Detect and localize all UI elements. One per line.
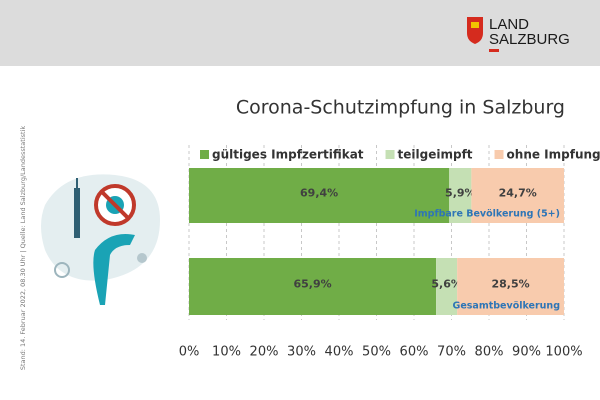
x-tick-label: 90% bbox=[512, 345, 541, 360]
bar-segment bbox=[449, 168, 472, 223]
legend-label: ohne Impfung bbox=[507, 148, 600, 162]
source-note: Stand: 14. Februar 2022, 08.30 Uhr | Que… bbox=[19, 126, 27, 371]
hand bbox=[93, 234, 135, 305]
bar-segment bbox=[189, 258, 437, 315]
bar-segment bbox=[189, 168, 450, 223]
legend-swatch bbox=[200, 150, 209, 159]
data-label: 28,5% bbox=[491, 278, 529, 291]
bar-segment bbox=[457, 258, 564, 315]
x-tick-label: 40% bbox=[325, 345, 354, 360]
virus-small bbox=[54, 262, 70, 278]
bar-segment bbox=[436, 258, 458, 315]
category-label: Gesamtbevölkerung bbox=[453, 301, 560, 312]
logo: LAND SALZBURG bbox=[467, 16, 570, 52]
forbidden-slash bbox=[99, 189, 131, 221]
x-tick-label: 70% bbox=[437, 345, 466, 360]
logo-text: LAND bbox=[489, 16, 529, 33]
x-tick-label: 10% bbox=[212, 345, 241, 360]
data-label: 24,7% bbox=[499, 187, 537, 200]
legend-label: teilgeimpft bbox=[398, 148, 473, 162]
logo-text: SALZBURG bbox=[489, 31, 570, 48]
data-label: 5,9% bbox=[445, 187, 476, 200]
legend-swatch bbox=[385, 150, 395, 159]
chart-title: Corona-Schutzimpfung in Salzburg bbox=[236, 97, 565, 119]
x-tick-label: 100% bbox=[545, 345, 582, 360]
legend-label: gültiges Impfzertifikat bbox=[212, 148, 364, 162]
legend-swatch bbox=[494, 150, 504, 159]
header-band bbox=[0, 0, 600, 66]
x-tick-label: 0% bbox=[179, 345, 200, 360]
data-label: 5,6% bbox=[431, 278, 462, 291]
virus-small bbox=[137, 253, 147, 263]
x-tick-label: 50% bbox=[362, 345, 391, 360]
category-label: Impfbare Bevölkerung (5+) bbox=[414, 209, 560, 220]
syringe bbox=[74, 188, 80, 238]
x-tick-label: 20% bbox=[250, 345, 279, 360]
x-tick-label: 60% bbox=[400, 345, 429, 360]
logo-detail bbox=[471, 22, 479, 28]
bar-segment bbox=[471, 168, 564, 223]
illustration bbox=[41, 174, 160, 305]
data-label: 69,4% bbox=[300, 187, 338, 200]
x-tick-label: 80% bbox=[475, 345, 504, 360]
plot: 0% 10% 20% 30% 40% 50% 60% 70% 80% 90% 100% gültige… bbox=[179, 145, 600, 360]
logo-shield bbox=[467, 17, 483, 44]
logo-underline bbox=[489, 49, 499, 52]
x-tick-label: 30% bbox=[287, 345, 316, 360]
data-label: 65,9% bbox=[293, 278, 331, 291]
